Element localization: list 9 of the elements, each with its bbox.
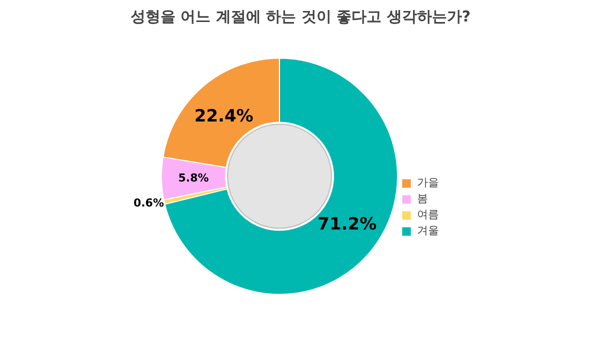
legend-label: 겨울 xyxy=(417,223,439,238)
data-label: 0.6% xyxy=(133,196,164,210)
legend-label: 가을 xyxy=(417,175,439,190)
legend-label: 여름 xyxy=(417,207,439,222)
data-label: 71.2% xyxy=(318,214,377,235)
data-label: 5.8% xyxy=(178,171,209,184)
data-label: 22.4% xyxy=(194,106,254,127)
legend-label: 봄 xyxy=(417,191,429,206)
chart-title: 성형을 어느 계절에 하는 것이 좋다고 생각하는가? xyxy=(130,8,471,26)
